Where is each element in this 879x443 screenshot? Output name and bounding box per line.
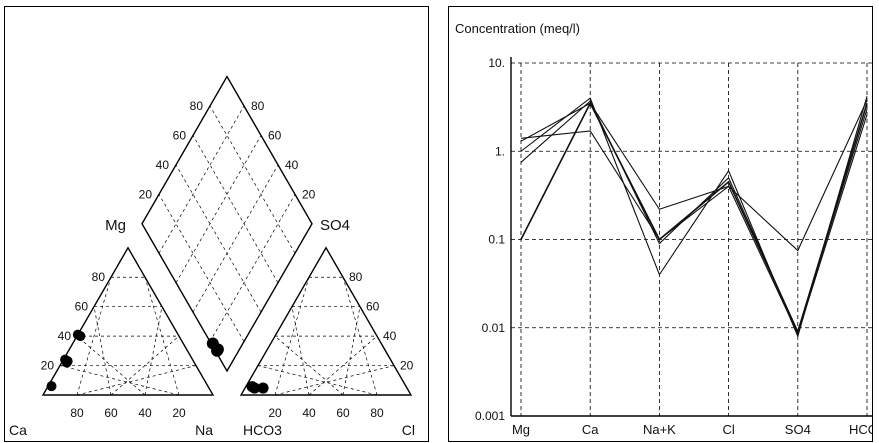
triangle-outline	[241, 248, 411, 395]
anion-gridline	[275, 366, 394, 395]
x-tick-label: SO4	[785, 422, 811, 437]
x-tick-label: Ca	[582, 422, 599, 437]
y-tick-label: 1.	[495, 144, 505, 158]
anion-gridline	[292, 307, 309, 395]
diamond-left-tick-label: 60	[173, 128, 187, 142]
diamond-gridline	[176, 165, 261, 312]
ca-axis-label: Ca	[9, 422, 27, 438]
diamond-right-tick-label: 40	[285, 158, 299, 172]
anion-side-tick-label: 40	[383, 329, 397, 343]
cation-gridline	[94, 307, 111, 395]
schoeller-diagram-panel: Concentration (meq/l) 10. 1. 0.1 0.01 0.001 Mg…	[448, 6, 873, 442]
x-tick-label: HCO3	[849, 422, 873, 437]
mg-axis-label: Mg	[105, 217, 126, 234]
y-tick-label: 10.	[488, 56, 505, 70]
diamond-right-tick-label: 20	[302, 187, 316, 201]
y-axis-label: Concentration (meq/l)	[455, 21, 580, 36]
anion-bottom-tick-label: 80	[370, 406, 384, 420]
cation-side-tick-label: 40	[58, 329, 72, 343]
cation-data-point	[60, 355, 70, 365]
x-tick-label: Mg	[512, 422, 530, 437]
cation-side-tick-label: 80	[92, 270, 106, 284]
diamond-left-tick-label: 40	[156, 158, 170, 172]
hco3-axis-label: HCO3	[243, 422, 282, 438]
diamond-left-tick-label: 20	[139, 187, 153, 201]
cation-side-tick-label: 60	[75, 300, 89, 314]
diamond-gridline	[193, 165, 278, 312]
diamond-gridline	[176, 135, 261, 282]
cation-gridline	[145, 307, 162, 395]
cation-bottom-tick-label: 40	[138, 406, 152, 420]
anion-side-tick-label: 20	[400, 359, 414, 373]
cation-gridline	[77, 366, 196, 395]
y-tick-label: 0.1	[488, 233, 505, 247]
anion-side-tick-label: 80	[349, 270, 363, 284]
diamond-left-tick-label: 80	[190, 99, 204, 113]
cation-bottom-tick-label: 20	[172, 406, 186, 420]
anion-side-tick-label: 60	[366, 300, 380, 314]
piper-diagram-panel: 80 60 40 20 80 60 40 20 20 40 60 80 80 60 40 20 80 60 40 20…	[4, 6, 429, 442]
cation-gridline	[60, 366, 179, 395]
na-axis-label: Na	[195, 422, 213, 438]
diamond-gridline	[193, 135, 278, 282]
series-line	[521, 100, 867, 250]
y-tick-label: 0.001	[475, 409, 505, 423]
anion-gridline	[275, 277, 309, 395]
diamond-gridline	[210, 106, 295, 253]
so4-axis-label: SO4	[320, 217, 350, 234]
x-tick-label: Na+K	[643, 422, 676, 437]
cation-data-point	[73, 330, 83, 340]
cation-data-point	[47, 381, 57, 391]
y-tick-label: 0.01	[482, 321, 506, 335]
series-line	[521, 103, 867, 332]
anion-gridline	[343, 307, 360, 395]
schoeller-chart: Concentration (meq/l) 10. 1. 0.1 0.01 0.001 Mg…	[449, 7, 873, 442]
diamond-right-tick-label: 60	[268, 128, 282, 142]
cl-axis-label: Cl	[402, 422, 415, 438]
cation-bottom-tick-label: 80	[70, 406, 84, 420]
diamond-gridline	[159, 194, 244, 341]
diamond-right-tick-label: 80	[251, 99, 265, 113]
diamond-outline	[142, 77, 312, 371]
diamond-data-point	[207, 337, 219, 349]
x-tick-label: Cl	[722, 422, 734, 437]
series-line	[521, 115, 867, 334]
cation-bottom-tick-label: 60	[104, 406, 118, 420]
anion-gridline	[258, 366, 377, 395]
cation-side-tick-label: 20	[41, 359, 55, 373]
anion-bottom-tick-label: 20	[268, 406, 282, 420]
anion-bottom-tick-label: 40	[302, 406, 316, 420]
piper-diagram: 80 60 40 20 80 60 40 20 20 40 60 80 80 60 40 20 80 60 40 20…	[5, 7, 429, 442]
anion-data-point	[258, 383, 269, 394]
triangle-outline	[43, 248, 213, 395]
anion-bottom-tick-label: 60	[336, 406, 350, 420]
diamond-gridline	[210, 194, 295, 341]
